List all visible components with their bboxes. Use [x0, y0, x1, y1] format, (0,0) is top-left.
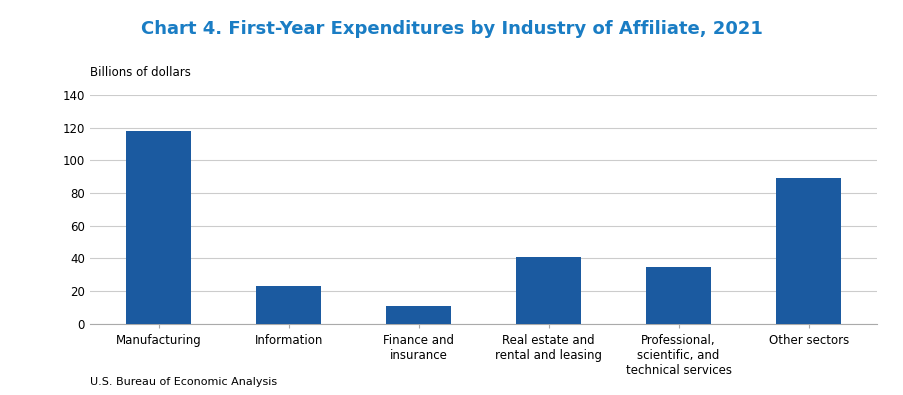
Text: Chart 4. First-Year Expenditures by Industry of Affiliate, 2021: Chart 4. First-Year Expenditures by Indu… — [141, 20, 762, 38]
Text: U.S. Bureau of Economic Analysis: U.S. Bureau of Economic Analysis — [90, 377, 277, 387]
Bar — [646, 267, 711, 324]
Bar — [386, 306, 451, 324]
Bar — [126, 131, 191, 324]
Bar — [516, 257, 581, 324]
Text: Billions of dollars: Billions of dollars — [90, 66, 191, 79]
Bar — [776, 178, 840, 324]
Bar — [256, 286, 321, 324]
